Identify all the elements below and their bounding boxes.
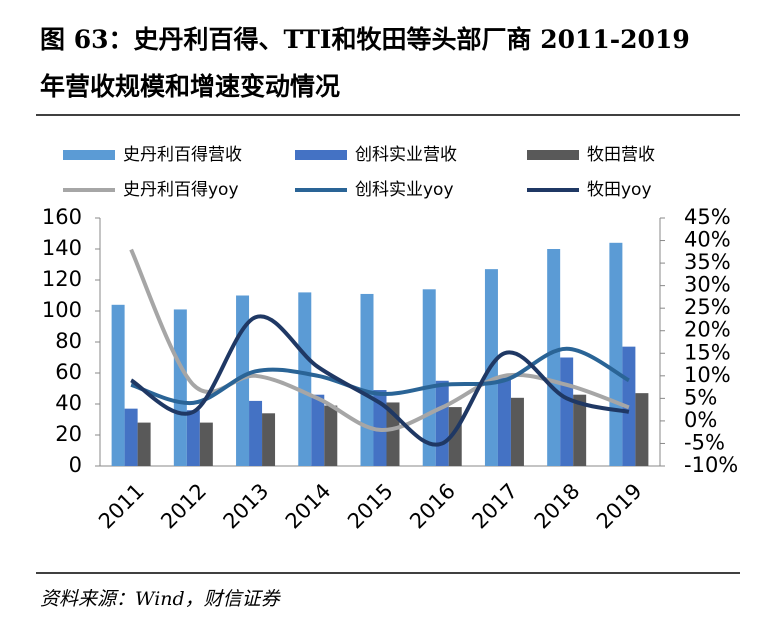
y2-tick-label: 20% bbox=[684, 318, 731, 342]
x-tick-label: 2018 bbox=[530, 479, 585, 534]
y-tick-label: 0 bbox=[69, 453, 82, 477]
y2-tick-label: 0% bbox=[684, 408, 717, 432]
x-tick-label: 2015 bbox=[343, 479, 398, 534]
legend-label: 牧田营收 bbox=[587, 145, 655, 165]
y2-tick-label: 25% bbox=[684, 295, 731, 319]
y-tick-label: 40 bbox=[55, 391, 82, 415]
y2-tick-label: 10% bbox=[684, 363, 731, 387]
bar bbox=[560, 357, 574, 466]
legend-swatch bbox=[295, 150, 347, 160]
bar bbox=[199, 422, 213, 466]
bar bbox=[497, 377, 511, 466]
title-line: 图 63：史丹利百得、TTI和牧田等头部厂商 2011-2019 bbox=[40, 25, 690, 54]
x-tick-label: 2014 bbox=[281, 479, 336, 534]
y-tick-label: 140 bbox=[42, 236, 82, 260]
bar bbox=[311, 394, 325, 466]
bar bbox=[173, 309, 187, 466]
bar bbox=[298, 292, 312, 466]
bar bbox=[547, 249, 561, 466]
bar bbox=[422, 289, 436, 466]
bar bbox=[249, 400, 263, 466]
legend-label: 牧田yoy bbox=[587, 180, 652, 200]
title-line: 年营收规模和增速变动情况 bbox=[40, 72, 340, 101]
legend-swatch bbox=[527, 150, 579, 160]
y-tick-label: 80 bbox=[55, 329, 82, 353]
legend-label: 创科实业营收 bbox=[355, 145, 457, 165]
y2-tick-label: 45% bbox=[684, 205, 731, 229]
line bbox=[130, 314, 630, 447]
bar bbox=[448, 407, 462, 466]
bar bbox=[262, 413, 276, 466]
y2-tick-label: -10% bbox=[684, 453, 738, 477]
x-tick-label: 2011 bbox=[94, 479, 149, 534]
x-tick-label: 2013 bbox=[219, 479, 274, 534]
y2-tick-label: 40% bbox=[684, 228, 731, 252]
bar bbox=[124, 408, 138, 466]
y2-tick-label: -5% bbox=[684, 430, 725, 454]
bar bbox=[510, 397, 524, 466]
y-tick-label: 20 bbox=[55, 422, 82, 446]
bar bbox=[609, 242, 623, 466]
legend-label: 史丹利百得营收 bbox=[123, 145, 242, 165]
x-tick-label: 2017 bbox=[467, 479, 522, 534]
x-tick-label: 2016 bbox=[405, 479, 460, 534]
y2-tick-label: 30% bbox=[684, 273, 731, 297]
bar bbox=[186, 410, 200, 466]
y-tick-label: 160 bbox=[42, 205, 82, 229]
legend-swatch bbox=[63, 150, 115, 160]
legend-label: 创科实业yoy bbox=[355, 180, 454, 200]
bar bbox=[573, 394, 587, 466]
legend-label: 史丹利百得yoy bbox=[123, 180, 239, 200]
bar bbox=[137, 422, 151, 466]
y-tick-label: 120 bbox=[42, 267, 82, 291]
bar bbox=[111, 304, 125, 466]
y2-tick-label: 35% bbox=[684, 250, 731, 274]
y2-tick-label: 5% bbox=[684, 385, 717, 409]
x-tick-label: 2012 bbox=[156, 479, 211, 534]
y-tick-label: 100 bbox=[42, 298, 82, 322]
bar bbox=[635, 393, 649, 466]
bar bbox=[360, 293, 374, 466]
y-tick-label: 60 bbox=[55, 360, 82, 384]
bar bbox=[324, 405, 338, 466]
bar bbox=[435, 380, 449, 466]
x-tick-label: 2019 bbox=[592, 479, 647, 534]
source: 资料来源：Wind，财信证券 bbox=[40, 588, 282, 610]
y2-tick-label: 15% bbox=[684, 340, 731, 364]
